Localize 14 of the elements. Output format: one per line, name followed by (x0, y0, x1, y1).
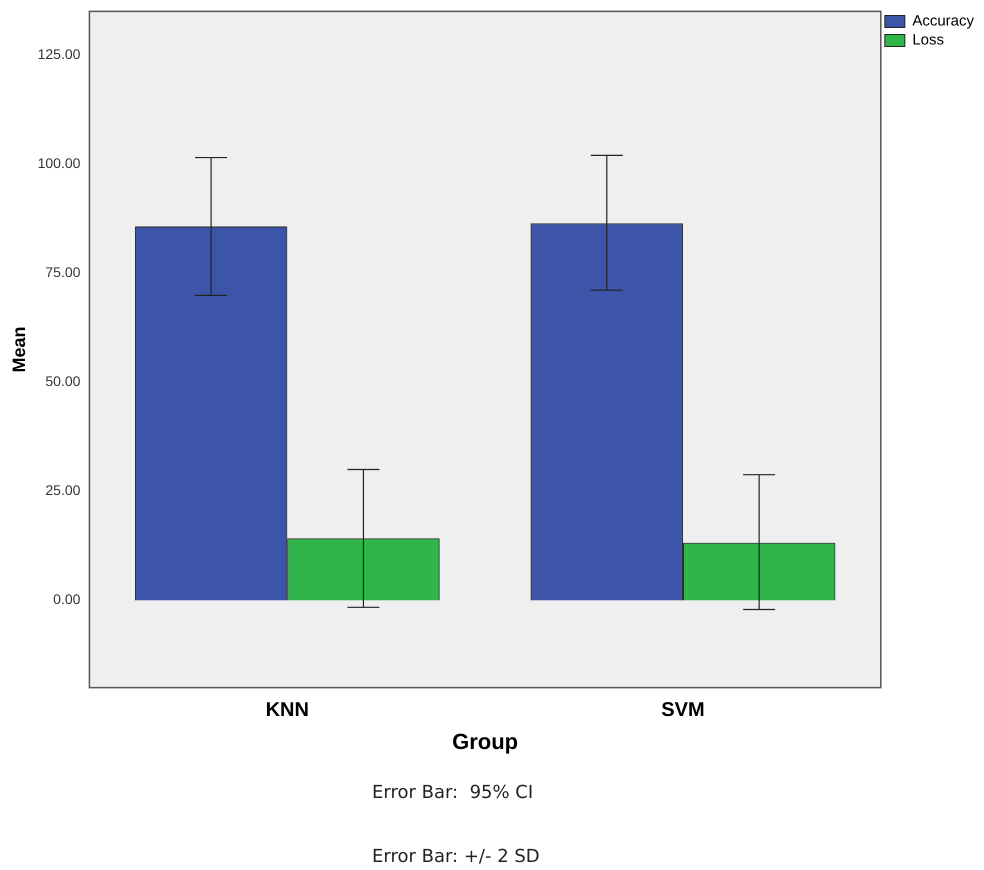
y-axis-title: Mean (8, 326, 29, 373)
legend-label: Loss (912, 32, 944, 49)
y-tick-label: 75.00 (45, 264, 81, 280)
y-tick-label: 50.00 (45, 373, 81, 390)
text: Error Bar: +/- 2 SD (372, 846, 540, 867)
x-tick-label: SVM (661, 699, 705, 722)
text: Error Bar: 95% CI (372, 782, 534, 803)
x-axis-title: Group (452, 728, 518, 754)
y-tick-label: 125.00 (38, 46, 81, 62)
y-tick-label: 100.00 (38, 154, 81, 171)
x-tick-label: KNN (266, 699, 309, 722)
y-tick-label: 0.00 (53, 591, 81, 608)
y-tick-label: 25.00 (45, 482, 81, 498)
legend-label: Accuracy (912, 12, 974, 30)
